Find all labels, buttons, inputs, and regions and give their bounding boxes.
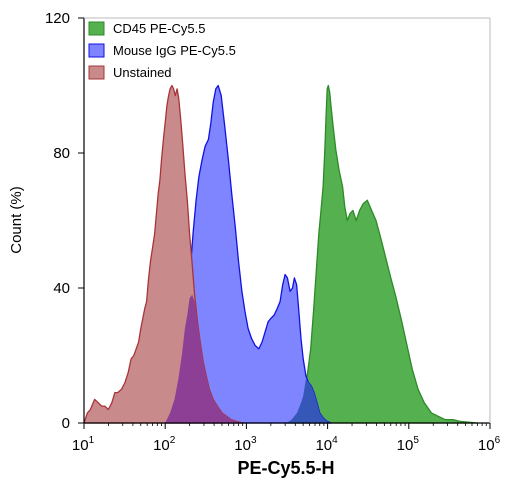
series-area-overlap-3 — [165, 294, 243, 423]
legend-label: CD45 PE-Cy5.5 — [113, 21, 205, 36]
histogram-areas — [83, 84, 479, 424]
legend-swatch — [88, 21, 105, 36]
series-area-unstained — [83, 84, 244, 424]
x-tick-label: 101 — [72, 435, 95, 454]
plot-frame — [83, 17, 491, 424]
x-tick-label: 106 — [478, 435, 501, 454]
legend-label: Mouse IgG PE-Cy5.5 — [113, 43, 236, 58]
x-tick-label: 102 — [153, 435, 176, 454]
y-tick-label: 40 — [53, 280, 70, 297]
legend-swatch — [88, 65, 105, 80]
x-tick-label: 104 — [315, 435, 338, 454]
x-axis-label: PE-Cy5.5-H — [237, 458, 334, 478]
y-axis-ticks: 0 40 80 120 — [45, 10, 84, 432]
series-area-cd45-pe-cy5-5 — [285, 84, 479, 424]
legend-swatch — [88, 43, 105, 58]
legend: CD45 PE-Cy5.5 Mouse IgG PE-Cy5.5 Unstained — [88, 21, 236, 80]
y-tick-label: 80 — [53, 145, 70, 162]
y-tick-label: 0 — [62, 415, 70, 432]
x-tick-label: 105 — [397, 435, 420, 454]
y-tick-label: 120 — [45, 10, 70, 27]
y-axis-label: Count (%) — [8, 186, 25, 254]
legend-label: Unstained — [113, 65, 172, 80]
x-axis-ticks: 101 102 103 104 105 106 — [72, 423, 501, 454]
series-area-mouse-igg-pe-cy5-5 — [164, 84, 332, 424]
x-tick-label: 103 — [234, 435, 257, 454]
series-area-overlap-4 — [286, 379, 331, 423]
